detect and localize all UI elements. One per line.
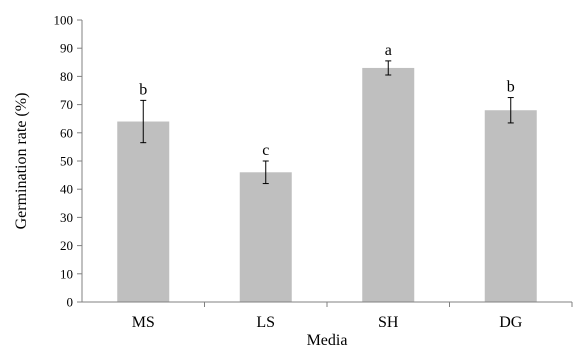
y-tick-label: 20 xyxy=(60,238,73,253)
x-category-label: DG xyxy=(499,314,523,331)
y-tick-label: 70 xyxy=(60,97,73,112)
y-axis-title: Germination rate (%) xyxy=(13,93,30,230)
significance-letter: a xyxy=(385,42,392,59)
y-tick-label: 30 xyxy=(60,210,73,225)
y-tick-label: 40 xyxy=(60,182,73,197)
bar-dg xyxy=(484,110,537,303)
y-tick-label: 80 xyxy=(60,69,73,84)
y-tick-label: 10 xyxy=(60,266,73,281)
y-tick-label: 50 xyxy=(60,154,73,169)
bar-sh xyxy=(362,67,415,302)
significance-letters-group: b c a b xyxy=(139,42,515,159)
y-tick-label: 90 xyxy=(60,41,73,56)
y-tick-label: 60 xyxy=(60,125,73,140)
y-tick-label: 0 xyxy=(67,295,74,310)
significance-letter: b xyxy=(507,79,515,96)
significance-letter: c xyxy=(262,142,269,159)
bar-ms xyxy=(117,121,170,303)
bars-group xyxy=(117,67,537,303)
x-category-label: LS xyxy=(256,314,275,331)
bar-ls xyxy=(239,172,292,302)
x-category-label: MS xyxy=(132,314,155,331)
x-category-labels-group: MS LS SH DG xyxy=(132,314,523,331)
significance-letter: b xyxy=(139,81,147,98)
y-tick-label: 100 xyxy=(54,13,74,28)
x-category-label: SH xyxy=(378,314,399,331)
x-axis-title: Media xyxy=(307,332,348,349)
y-ticks-group: 0 10 20 30 40 50 60 70 80 90 100 xyxy=(54,13,82,310)
error-bars-group xyxy=(140,60,514,185)
